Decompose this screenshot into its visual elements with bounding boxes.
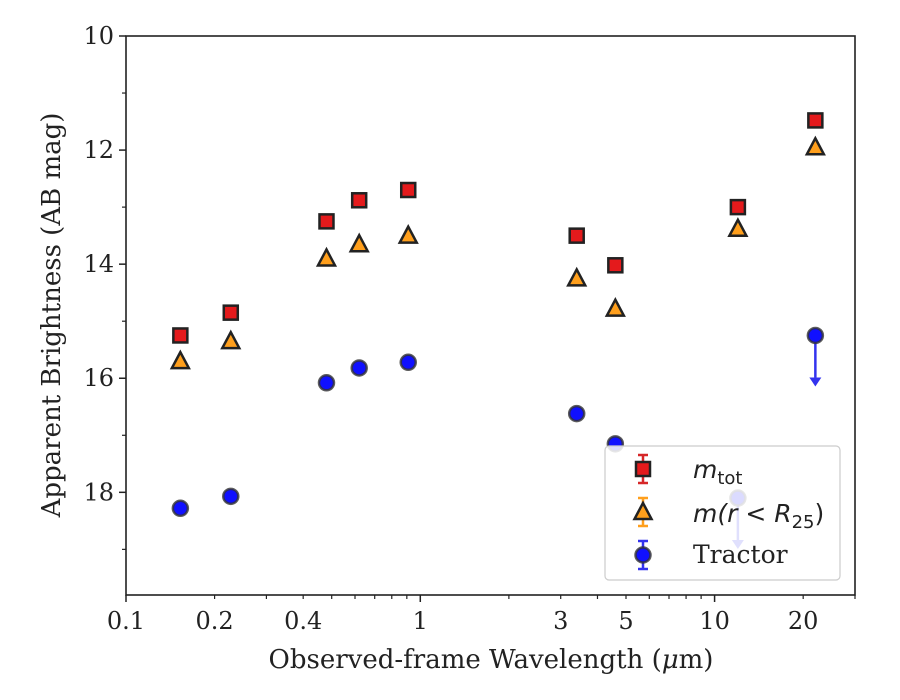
legend-label-m-tot: mtot bbox=[693, 455, 743, 489]
legend-marker-circle bbox=[634, 546, 652, 564]
upper-limit-arrow-head bbox=[809, 377, 822, 387]
data-point-triangle bbox=[727, 217, 749, 238]
data-point-square bbox=[807, 112, 824, 129]
data-point-square bbox=[607, 257, 624, 274]
data-point-triangle bbox=[804, 135, 826, 156]
y-tick-label: 16 bbox=[83, 364, 114, 392]
data-point-triangle bbox=[397, 223, 419, 244]
data-point-circle bbox=[567, 404, 586, 423]
y-tick-label: 14 bbox=[83, 250, 114, 278]
legend-symbol-tractor bbox=[634, 539, 652, 571]
legend-marker-square bbox=[634, 460, 652, 478]
data-point-square bbox=[318, 213, 335, 230]
legend-marker-triangle bbox=[632, 500, 654, 521]
y-axis-label: Apparent Brightness (AB mag) bbox=[37, 113, 67, 519]
data-point-triangle bbox=[169, 349, 191, 370]
data-point-circle bbox=[222, 487, 240, 506]
data-point-circle bbox=[171, 499, 190, 518]
data-point-square bbox=[350, 192, 368, 209]
data-point-square bbox=[568, 227, 585, 244]
plot-frame bbox=[125, 35, 856, 596]
legend-symbol-m_r25 bbox=[632, 496, 654, 528]
legend-frame bbox=[604, 445, 841, 581]
x-tick-label: 0.2 bbox=[196, 607, 234, 635]
data-point-circle bbox=[399, 353, 417, 372]
data-point-triangle bbox=[348, 232, 370, 253]
x-tick-label: 20 bbox=[788, 607, 819, 635]
data-point-triangle bbox=[220, 329, 242, 350]
x-tick-label: 5 bbox=[618, 607, 633, 635]
legend-label-tractor: Tractor bbox=[693, 540, 788, 569]
x-tick-label: 1 bbox=[413, 607, 428, 635]
data-point-triangle bbox=[315, 246, 338, 267]
data-point-triangle bbox=[604, 296, 626, 317]
data-point-square bbox=[729, 198, 747, 216]
data-point-square bbox=[399, 181, 417, 199]
legend-symbol-m_tot bbox=[634, 453, 652, 485]
data-marks bbox=[169, 112, 826, 550]
x-tick-label: 0.4 bbox=[284, 607, 322, 635]
x-tick-label: 0.1 bbox=[107, 607, 145, 635]
data-point-square bbox=[222, 304, 240, 321]
y-tick-label: 12 bbox=[83, 136, 114, 164]
legend-symbols bbox=[632, 453, 654, 571]
series-m_r25 bbox=[169, 135, 826, 370]
axis-ticks: 0.1 0.2 0.4 1 3 5 10 20 10 12 14 16 18 bbox=[83, 22, 856, 635]
y-tick-label: 18 bbox=[83, 478, 114, 506]
x-tick-label: 3 bbox=[553, 607, 568, 635]
x-tick-label: 10 bbox=[699, 607, 730, 635]
legend: mtot m(r < R25) Tractor bbox=[604, 445, 841, 581]
legend-label-m-r25: m(r < R25) bbox=[693, 499, 824, 533]
data-point-triangle bbox=[566, 266, 588, 287]
data-point-circle bbox=[317, 374, 336, 392]
series-m_tot bbox=[172, 112, 824, 344]
data-point-square bbox=[172, 327, 189, 344]
y-tick-label: 10 bbox=[83, 22, 114, 50]
data-point-circle bbox=[806, 326, 825, 345]
data-point-circle bbox=[350, 359, 368, 377]
x-axis-label: Observed-frame Wavelength (μm) bbox=[269, 645, 714, 675]
